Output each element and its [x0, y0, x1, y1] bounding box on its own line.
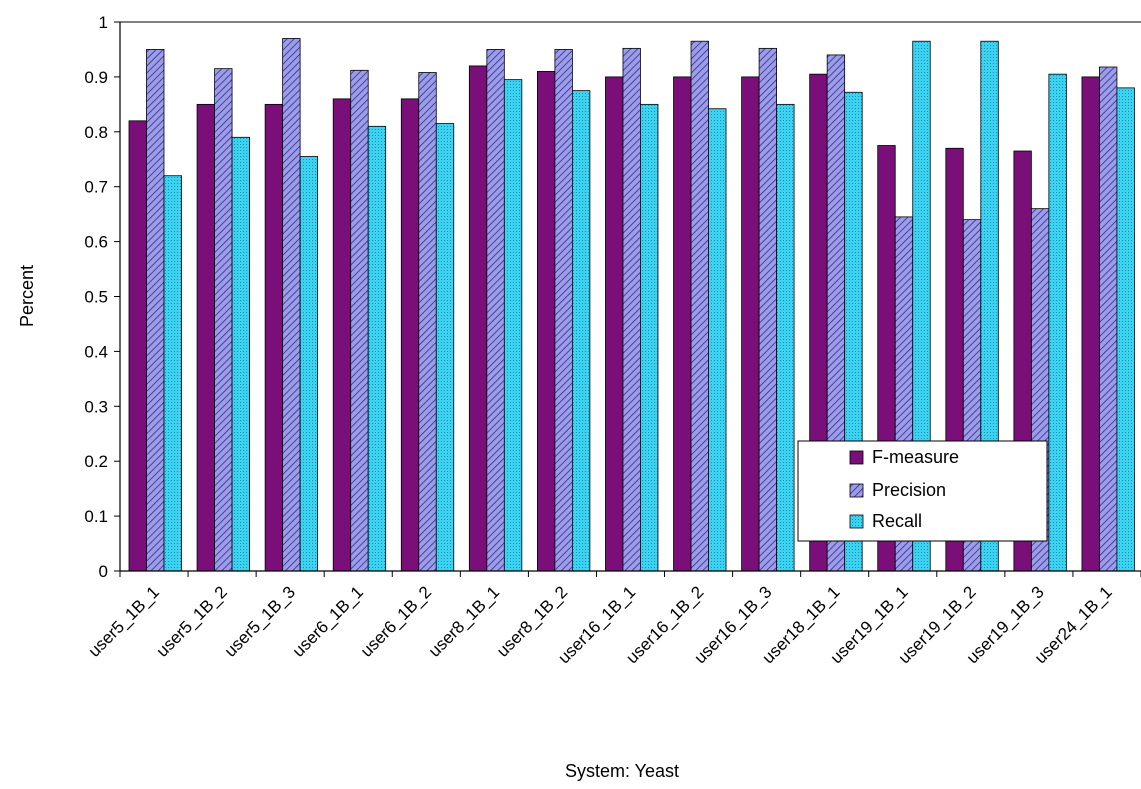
legend-swatch-recall — [849, 514, 864, 529]
bar-precision-user5-1b-1 — [146, 49, 165, 572]
bar-f-measure-user16-1b-3 — [741, 76, 760, 572]
y-tick-label: 0.4 — [84, 342, 108, 361]
x-tick-label-user8-1b-1: user8_1B_1 — [425, 582, 503, 660]
bar-recall-user5-1b-3 — [299, 156, 319, 572]
bar-f-measure-user8-1b-2 — [537, 71, 556, 572]
bar-f-measure-user24-1b-1 — [1081, 76, 1100, 572]
y-tick-label: 1 — [99, 13, 108, 32]
legend: F-measure Precision Recall — [797, 440, 1048, 542]
bar-precision-user8-1b-2 — [554, 49, 573, 572]
y-tick-label: 0.5 — [84, 288, 108, 307]
x-tick-label-user6-1b-2: user6_1B_2 — [357, 582, 435, 660]
bar-f-measure-user5-1b-3 — [264, 103, 284, 572]
bar-precision-user16-1b-2 — [690, 40, 709, 572]
bar-recall-user6-1b-2 — [435, 123, 455, 572]
bar-f-measure-user6-1b-2 — [400, 98, 420, 572]
x-tick-label-user6-1b-1: user6_1B_1 — [289, 582, 367, 660]
bar-recall-user16-1b-3 — [776, 103, 795, 572]
bar-f-measure-user5-1b-2 — [196, 103, 215, 572]
legend-label-f-measure: F-measure — [872, 447, 959, 467]
y-tick-label: 0 — [99, 562, 108, 581]
y-tick-label: 0.6 — [84, 233, 108, 252]
y-axis-title: Percent — [17, 265, 37, 327]
bar-f-measure-user16-1b-1 — [605, 76, 624, 572]
bar-precision-user6-1b-1 — [350, 69, 369, 572]
x-tick-label-user5-1b-2: user5_1B_2 — [153, 582, 231, 660]
bar-precision-user16-1b-1 — [622, 47, 641, 572]
bar-precision-user5-1b-3 — [282, 38, 301, 572]
bar-precision-user24-1b-1 — [1099, 66, 1118, 572]
bar-recall-user8-1b-2 — [572, 90, 591, 572]
bar-recall-user16-1b-1 — [640, 103, 659, 572]
y-tick-label: 0.8 — [84, 123, 108, 142]
bar-recall-user16-1b-2 — [708, 108, 727, 572]
legend-label-recall: Recall — [872, 511, 922, 531]
x-tick-label-user5-1b-1: user5_1B_1 — [85, 582, 163, 660]
x-ticks-layer: user5_1B_1user5_1B_2user5_1B_3user6_1B_1… — [85, 571, 1141, 667]
bar-precision-user16-1b-3 — [758, 47, 777, 572]
legend-box — [797, 440, 1048, 542]
bar-precision-user5-1b-2 — [214, 68, 233, 572]
y-ticks-layer: 0 0.1 0.2 0.3 0.4 0.5 0.6 0.7 0.8 0.9 1 — [84, 13, 120, 581]
y-tick-label: 0.2 — [84, 452, 108, 471]
y-tick-label: 0.1 — [84, 507, 108, 526]
bar-recall-user24-1b-1 — [1116, 87, 1135, 572]
bar-f-measure-user5-1b-1 — [128, 120, 147, 572]
legend-label-precision: Precision — [872, 480, 946, 500]
bar-recall-user5-1b-1 — [163, 175, 182, 572]
bar-f-measure-user16-1b-2 — [673, 76, 692, 572]
bar-recall-user5-1b-2 — [231, 136, 250, 572]
bar-recall-user6-1b-1 — [367, 125, 387, 572]
x-axis-title: System: Yeast — [565, 761, 679, 781]
legend-swatch-precision — [849, 483, 864, 498]
y-tick-label: 0.9 — [84, 68, 108, 87]
legend-swatch-f-measure — [849, 450, 864, 465]
bar-precision-user8-1b-1 — [486, 49, 505, 572]
bar-f-measure-user8-1b-1 — [468, 65, 488, 572]
y-tick-label: 0.3 — [84, 397, 108, 416]
bar-precision-user6-1b-2 — [418, 72, 437, 572]
y-tick-label: 0.7 — [84, 178, 108, 197]
bar-f-measure-user6-1b-1 — [332, 98, 352, 572]
x-tick-label-user5-1b-3: user5_1B_3 — [221, 582, 299, 660]
bar-recall-user19-1b-3 — [1048, 73, 1067, 572]
bar-recall-user8-1b-1 — [503, 79, 523, 572]
